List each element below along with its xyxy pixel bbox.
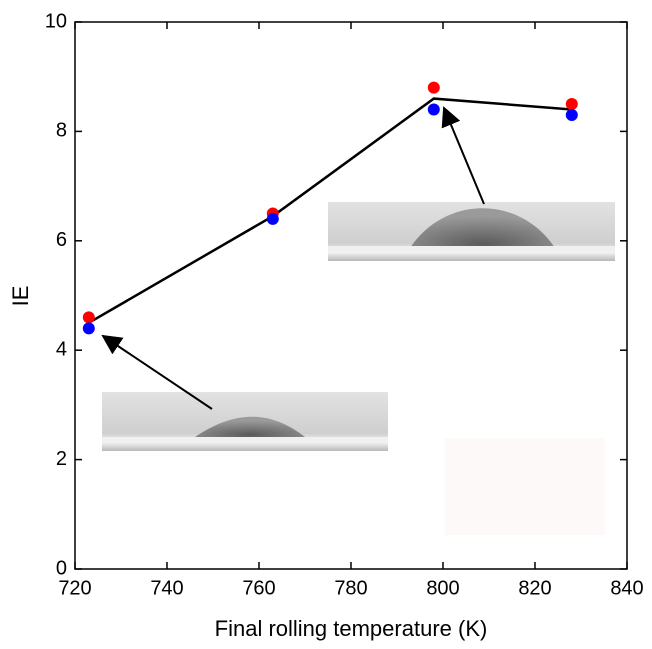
x-tick-label: 720 (58, 577, 91, 599)
y-tick-label: 0 (56, 557, 67, 579)
x-tick-label: 760 (242, 577, 275, 599)
point (427, 81, 440, 94)
x-tick-label: 820 (518, 577, 551, 599)
point (82, 311, 95, 324)
arrow (101, 334, 213, 410)
inset-photo (328, 202, 615, 261)
point (565, 98, 578, 111)
x-tick-label: 840 (610, 577, 643, 599)
y-tick-label: 6 (56, 229, 67, 251)
y-axis-title: IE (8, 286, 33, 307)
x-axis-title: Final rolling temperature (K) (215, 616, 488, 641)
x-tick-label: 800 (426, 577, 459, 599)
y-tick-label: 10 (45, 10, 67, 32)
line (88, 97, 572, 324)
inset-photo (102, 392, 388, 451)
point (427, 103, 440, 116)
point (565, 108, 578, 121)
x-tick-label: 780 (334, 577, 367, 599)
faint-patch (445, 438, 605, 535)
y-tick-label: 4 (56, 338, 67, 360)
arrow (441, 106, 485, 205)
y-tick-label: 2 (56, 448, 67, 470)
point (266, 212, 279, 225)
point (82, 322, 95, 335)
x-tick-label: 740 (150, 577, 183, 599)
y-tick-label: 8 (56, 120, 67, 142)
